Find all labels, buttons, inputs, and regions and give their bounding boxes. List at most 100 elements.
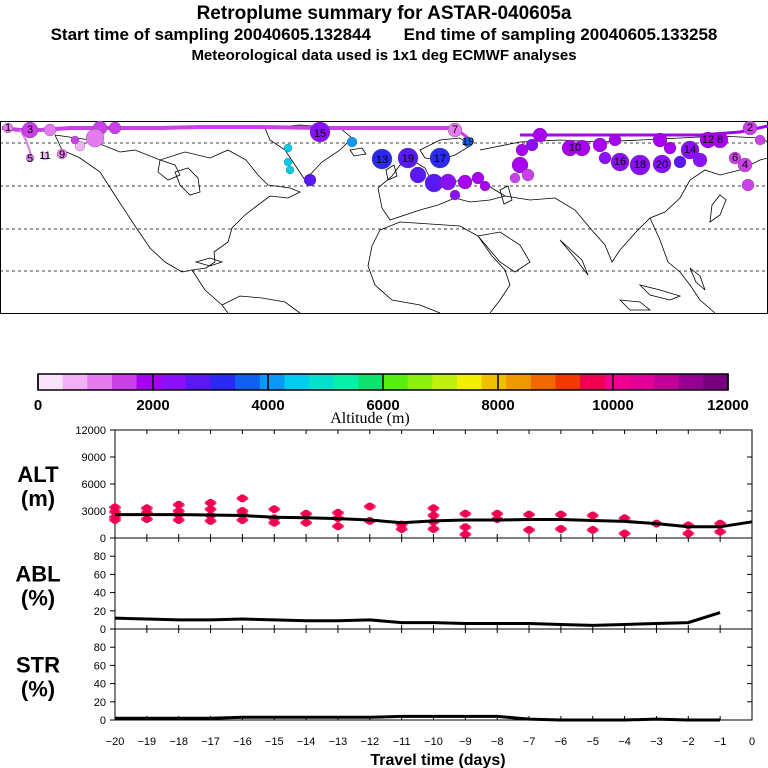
start-time: Start time of sampling 20040605.132844 xyxy=(50,25,371,44)
altitude-point-blob xyxy=(427,526,440,532)
altitude-point-blob xyxy=(554,526,567,532)
colorbar: 0 2000 4000 6000 8000 10000 12000 xyxy=(34,373,749,414)
altitude-point-blob xyxy=(459,531,472,538)
plume-circle xyxy=(439,173,457,191)
plume-label: 9 xyxy=(59,149,65,161)
plume-circle xyxy=(309,121,331,143)
altitude-point-blob xyxy=(140,505,153,512)
colorbar-label: Altitude (m) xyxy=(330,410,410,427)
plume-label: 19 xyxy=(402,153,414,165)
plume-circle xyxy=(108,121,122,135)
altitude-point-blob xyxy=(204,517,217,524)
altitude-point-blob xyxy=(427,505,440,512)
plume-circle xyxy=(598,151,612,165)
plume-circle xyxy=(629,154,651,176)
plume-label: 19 xyxy=(462,136,474,148)
plume-label: 10 xyxy=(569,142,581,154)
colorbar-segment xyxy=(358,374,384,390)
x-tick-label: 0 xyxy=(749,736,755,748)
x-tick-label: −9 xyxy=(459,736,472,748)
x-tick-label: −16 xyxy=(233,736,252,748)
plume-circle xyxy=(346,136,358,148)
colorbar-segment xyxy=(432,374,458,390)
y-axis-label: ALT xyxy=(17,462,59,487)
plume-label: 14 xyxy=(684,144,696,156)
x-tick-label: −6 xyxy=(555,736,568,748)
y-tick-label: 3000 xyxy=(82,506,106,518)
colorbar-segment xyxy=(87,374,113,390)
colorbar-segment xyxy=(407,374,433,390)
plume-label: 20 xyxy=(656,159,668,171)
colorbar-segment xyxy=(333,374,359,390)
plume-circle xyxy=(25,153,35,163)
panels: ALT(m)120009000600030000ABL(%)806040200S… xyxy=(15,425,753,727)
colorbar-segment xyxy=(481,374,507,390)
altitude-point-blob xyxy=(204,499,217,506)
altitude-point-blob xyxy=(682,530,695,537)
altitude-point-blob xyxy=(363,503,376,510)
plume-label: 5 xyxy=(27,153,33,165)
plume-circle xyxy=(525,138,539,152)
altitude-point-blob xyxy=(491,510,504,517)
plume-circle xyxy=(371,148,393,170)
plume-circle xyxy=(663,141,677,155)
plume-label: 8 xyxy=(717,134,723,146)
colorbar-tick-label: 4000 xyxy=(251,397,284,414)
altitude-point-blob xyxy=(268,519,281,526)
plume-circle xyxy=(711,131,729,149)
altitude-point-blob xyxy=(268,506,281,513)
plume-circle xyxy=(742,120,758,136)
plume-circle xyxy=(692,152,708,168)
plume-circle xyxy=(303,173,317,187)
plume-label: 7 xyxy=(452,124,458,136)
y-axis-unit: (%) xyxy=(21,677,55,702)
x-tick-label: −11 xyxy=(393,736,411,748)
x-tick-label: −13 xyxy=(329,736,348,748)
plume-label: 2 xyxy=(747,122,753,134)
colorbar-tick-label: 8000 xyxy=(481,397,514,414)
plume-circle xyxy=(85,128,105,148)
y-tick-label: 60 xyxy=(94,660,106,672)
plume-circle xyxy=(511,156,529,174)
panel-alt: ALT(m) 12000 9000 6000 3000 0 xyxy=(17,425,753,545)
x-tick-label: −1 xyxy=(714,736,727,748)
altitude-point-blob xyxy=(300,510,313,517)
colorbar-segment xyxy=(580,374,606,390)
plume-circle xyxy=(610,152,630,172)
plume-label: 15 xyxy=(314,128,326,140)
colorbar-segment xyxy=(136,374,162,390)
plume-circle xyxy=(509,172,521,184)
plume-circle xyxy=(754,134,766,146)
plume-circle xyxy=(2,122,14,134)
plume-circle xyxy=(471,171,485,185)
panel-abl: ABL(%) 80 60 40 20 0 xyxy=(15,537,753,636)
colorbar-segment xyxy=(210,374,236,390)
y-tick-label: 80 xyxy=(94,642,106,654)
y-tick-label: 6000 xyxy=(82,479,106,491)
altitude-point-blob xyxy=(395,526,408,532)
plume-label: 12 xyxy=(702,134,714,146)
altitude-point-blob xyxy=(554,511,567,518)
colorbar-segment xyxy=(185,374,211,390)
plume-circle xyxy=(283,157,293,167)
panel-frame xyxy=(114,537,753,630)
x-tick-label: −3 xyxy=(650,736,663,748)
x-tick-label: −14 xyxy=(297,736,316,748)
plume-circle xyxy=(283,143,293,153)
plume-circle xyxy=(397,147,419,169)
colorbar-segment xyxy=(456,374,483,390)
colorbar-segment xyxy=(259,374,285,390)
plume-circle xyxy=(728,151,742,165)
panel-frame xyxy=(114,628,753,721)
altitude-point-blob xyxy=(331,509,344,516)
series-line xyxy=(115,513,753,529)
y-tick-label: 80 xyxy=(94,551,106,563)
plume-circle xyxy=(447,122,463,138)
colorbar-segment xyxy=(629,374,655,390)
plume-label: 13 xyxy=(376,154,388,166)
plume-label: 16 xyxy=(614,156,626,168)
y-tick-label: 20 xyxy=(94,606,106,618)
colorbar-tick-label: 12000 xyxy=(707,397,749,414)
series-line xyxy=(114,611,721,627)
y-tick-label: 0 xyxy=(100,533,106,545)
